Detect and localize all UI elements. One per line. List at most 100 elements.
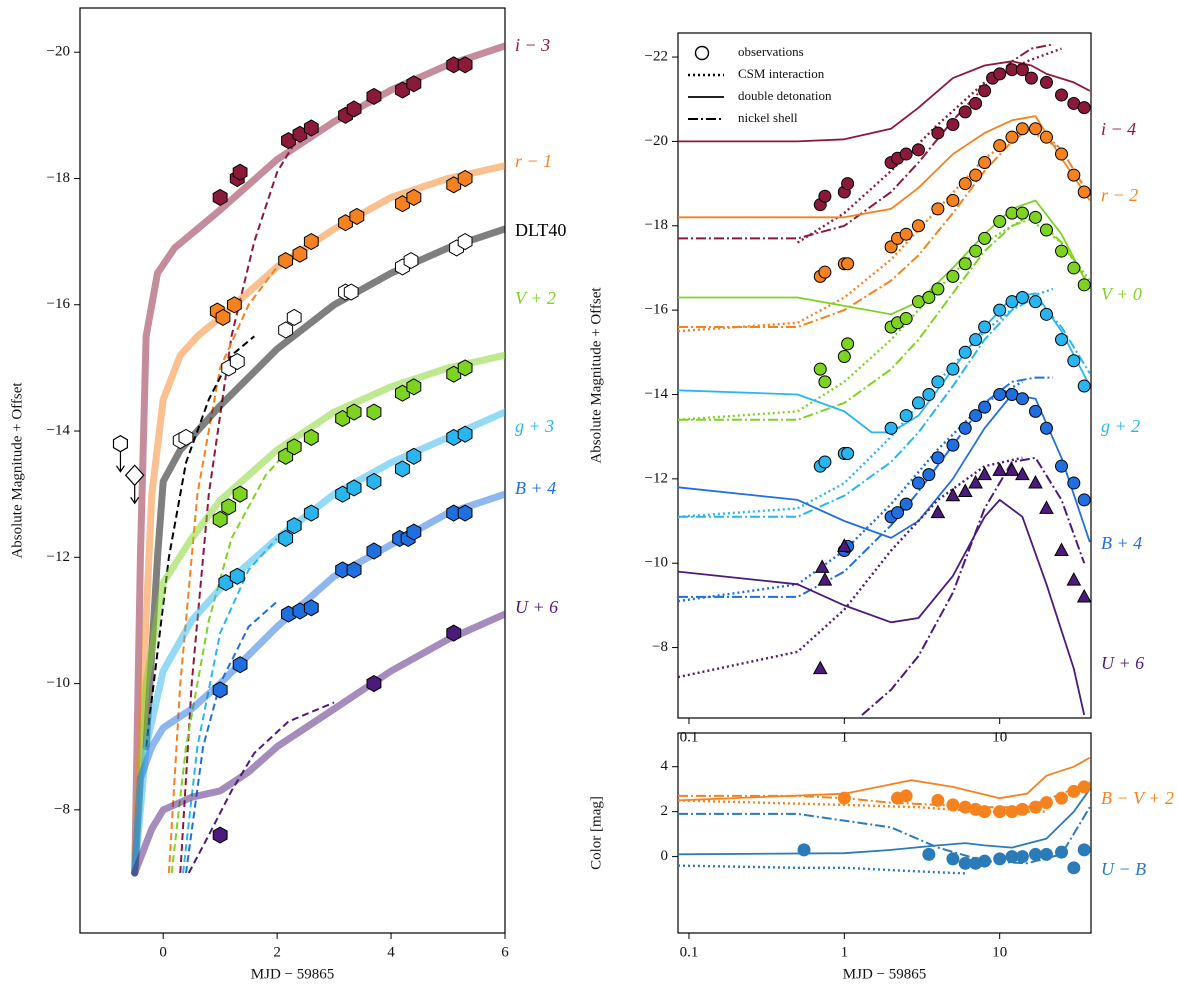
plot-area xyxy=(112,42,505,877)
observation xyxy=(292,245,308,263)
plot-frame xyxy=(677,732,1092,934)
model-line xyxy=(131,42,505,877)
y-tick-label: 4 xyxy=(661,758,669,774)
observation xyxy=(993,387,1007,402)
observation xyxy=(1077,780,1091,794)
y-axis-label: Absolute Magnitude + Offset xyxy=(588,287,604,464)
observation xyxy=(899,789,913,803)
observation xyxy=(1077,843,1091,857)
observation xyxy=(1077,185,1091,199)
model-line xyxy=(678,115,1091,219)
observation xyxy=(841,447,855,461)
observation xyxy=(1077,379,1091,393)
observation xyxy=(286,308,302,326)
observation xyxy=(1015,466,1030,481)
observation xyxy=(229,353,245,371)
observation xyxy=(931,126,945,140)
observation xyxy=(1055,147,1069,161)
observation xyxy=(457,169,473,188)
observation xyxy=(229,567,245,585)
legend-label: nickel shell xyxy=(738,110,798,125)
observation xyxy=(836,538,852,552)
band-label: B − V + 2 xyxy=(1101,788,1174,808)
y-axis-label: Absolute Magnitude + Offset xyxy=(9,382,25,559)
observation xyxy=(1055,791,1069,805)
model-line xyxy=(796,47,1062,244)
observation xyxy=(1055,333,1069,347)
x-tick-label: 0.1 xyxy=(680,944,699,960)
observation xyxy=(303,504,319,522)
y-tick-label: −14 xyxy=(645,386,669,402)
observation xyxy=(1077,101,1091,115)
band-label: g + 2 xyxy=(1101,416,1140,436)
observation xyxy=(931,451,945,465)
observation xyxy=(343,283,359,301)
observation xyxy=(278,321,294,339)
y-tick-label: −14 xyxy=(47,422,71,438)
observation xyxy=(969,168,983,182)
observation xyxy=(346,479,362,497)
plot-area xyxy=(678,756,1091,875)
band-label: r − 1 xyxy=(515,151,552,171)
band-label: V + 2 xyxy=(515,288,556,308)
observation xyxy=(969,244,983,258)
observation xyxy=(1028,122,1042,136)
observation xyxy=(814,559,830,573)
observation xyxy=(346,100,362,118)
observation xyxy=(366,542,382,560)
observation xyxy=(1039,223,1053,237)
band-label: r − 2 xyxy=(1101,185,1138,205)
observation xyxy=(978,231,992,245)
observation xyxy=(1077,278,1091,292)
observation xyxy=(899,147,913,161)
observation xyxy=(286,438,302,456)
band-label: DLT40 xyxy=(515,220,566,240)
plot-area xyxy=(678,43,1091,716)
observation xyxy=(1067,476,1081,490)
observation xyxy=(1077,493,1091,507)
observation xyxy=(1024,71,1038,85)
model-line xyxy=(678,806,1091,865)
legend-label: observations xyxy=(738,44,804,59)
observation xyxy=(812,660,828,675)
observation xyxy=(911,143,925,157)
observation xyxy=(232,485,248,503)
x-axis-label: MJD − 59865 xyxy=(843,966,926,982)
y-tick-label: 0 xyxy=(661,848,669,864)
observation xyxy=(349,207,365,225)
observation xyxy=(946,269,960,283)
model-line xyxy=(678,43,1054,240)
observation xyxy=(899,227,913,241)
observation xyxy=(958,345,972,359)
band-label: B + 4 xyxy=(515,478,556,498)
x-tick-label: 0 xyxy=(159,944,167,960)
observation xyxy=(978,805,992,819)
observation xyxy=(178,428,194,446)
model-line xyxy=(678,499,1086,716)
observation xyxy=(978,155,992,169)
observation xyxy=(813,362,827,376)
observation xyxy=(968,475,983,489)
observation xyxy=(1039,75,1053,89)
observation xyxy=(1028,800,1042,814)
observation xyxy=(993,67,1007,81)
y-tick-label: −16 xyxy=(47,296,71,312)
observation xyxy=(946,118,960,132)
observation xyxy=(945,487,961,502)
observation xyxy=(1004,462,1020,476)
observation xyxy=(1005,130,1019,144)
observation xyxy=(957,483,973,497)
y-tick-label: −20 xyxy=(47,44,70,60)
observation xyxy=(969,409,983,423)
observation xyxy=(278,252,294,270)
model-line xyxy=(678,216,1091,421)
observation xyxy=(1039,307,1053,321)
observation xyxy=(1039,796,1053,810)
observation xyxy=(446,624,462,642)
observation xyxy=(457,56,473,74)
upper-limit xyxy=(124,464,145,487)
observation xyxy=(403,252,419,270)
observation xyxy=(958,177,972,191)
observation xyxy=(841,337,855,351)
observation xyxy=(346,561,362,579)
